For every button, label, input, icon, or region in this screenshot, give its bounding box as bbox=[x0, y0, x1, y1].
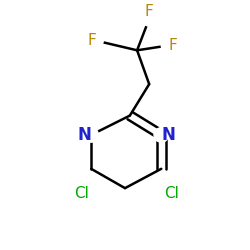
Circle shape bbox=[154, 128, 168, 142]
Text: F: F bbox=[87, 33, 96, 48]
Text: F: F bbox=[168, 38, 177, 53]
Circle shape bbox=[156, 178, 171, 193]
Circle shape bbox=[142, 12, 156, 26]
Circle shape bbox=[84, 128, 98, 142]
Circle shape bbox=[89, 33, 103, 48]
Circle shape bbox=[82, 178, 96, 193]
Text: N: N bbox=[77, 126, 91, 144]
Text: Cl: Cl bbox=[74, 186, 89, 201]
Text: Cl: Cl bbox=[164, 186, 178, 201]
Circle shape bbox=[161, 38, 176, 53]
Text: F: F bbox=[145, 4, 154, 19]
Text: N: N bbox=[161, 126, 175, 144]
